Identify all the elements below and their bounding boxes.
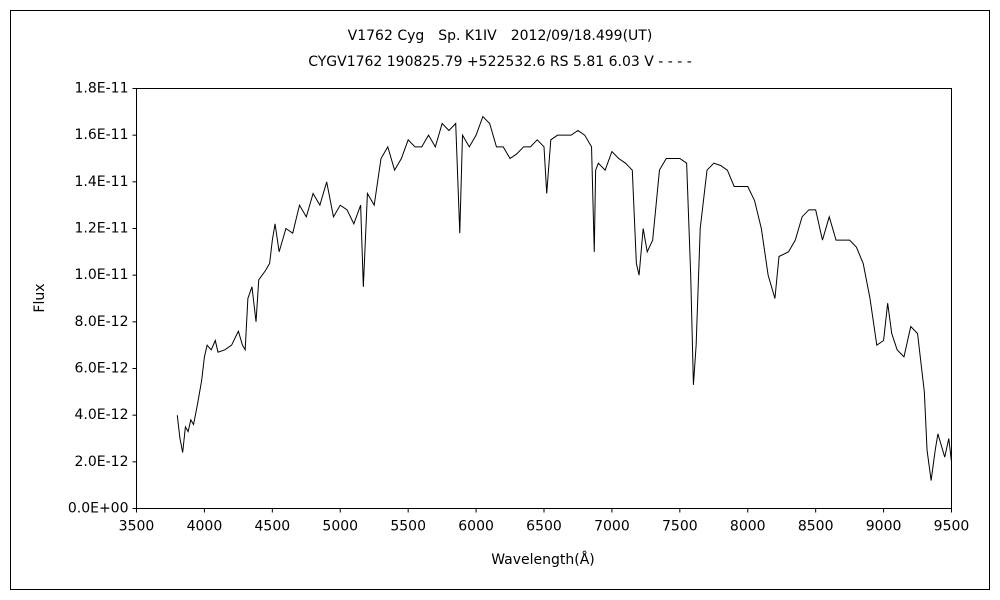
x-tick-label: 4500 <box>255 519 291 535</box>
x-tick-label: 6000 <box>458 519 494 535</box>
y-tick-label: 8.0E-12 <box>75 314 129 330</box>
y-tick-label: 6.0E-12 <box>75 361 129 377</box>
y-tick-label: 1.6E-11 <box>75 127 129 143</box>
chart-title: V1762 Cyg Sp. K1IV 2012/09/18.499(UT) <box>348 28 653 44</box>
y-axis-label: Flux <box>32 283 48 312</box>
x-tick-label: 7000 <box>594 519 630 535</box>
x-tick-label: 5000 <box>322 519 358 535</box>
y-tick-label: 2.0E-12 <box>75 454 129 470</box>
x-axis-label: Wavelength(Å) <box>491 551 595 568</box>
chart-subtitle: CYGV1762 190825.79 +522532.6 RS 5.81 6.0… <box>308 54 692 70</box>
y-tick-label: 1.2E-11 <box>75 221 129 237</box>
x-tick-label: 8500 <box>798 519 834 535</box>
x-tick-label: 3500 <box>119 519 155 535</box>
plot-area <box>136 88 952 509</box>
y-tick-label: 1.0E-11 <box>75 267 129 283</box>
x-tick-label: 6500 <box>526 519 562 535</box>
y-tick-label: 4.0E-12 <box>75 407 129 423</box>
y-tick-label: 1.4E-11 <box>75 174 129 190</box>
spectrum-line <box>176 115 952 481</box>
x-tick-label: 4000 <box>187 519 223 535</box>
y-tick-label: 0.0E+00 <box>68 501 129 517</box>
y-tick-label: 1.8E-11 <box>75 81 129 97</box>
x-tick-label: 9000 <box>866 519 902 535</box>
x-tick-label: 5500 <box>390 519 426 535</box>
x-tick-label: 7500 <box>662 519 698 535</box>
x-tick-label: 8000 <box>730 519 766 535</box>
x-tick-label: 9500 <box>934 519 970 535</box>
